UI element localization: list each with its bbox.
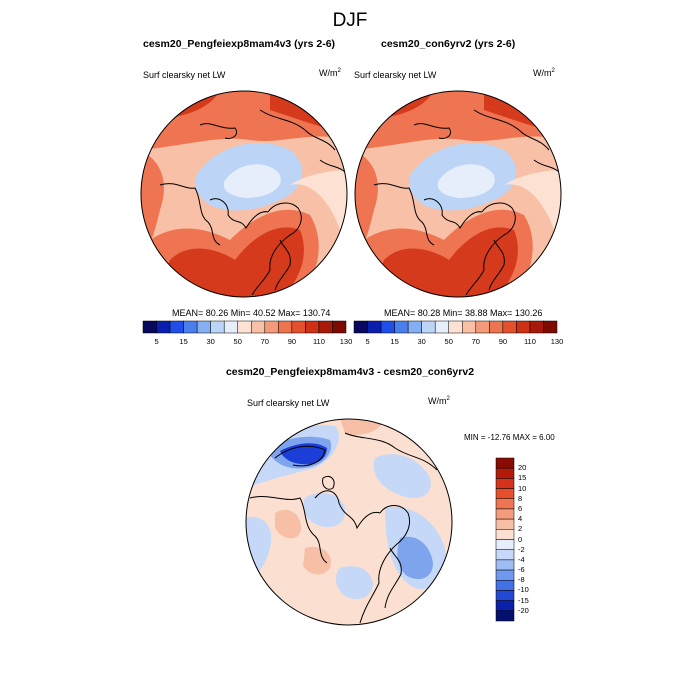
diff-colorbar-tick-label: 15	[518, 473, 527, 483]
diff-colorbar-box	[495, 569, 515, 581]
panel1-colorbar-box	[169, 320, 184, 334]
diff-colorbar-box	[495, 478, 515, 489]
diff-colorbar-box	[495, 610, 515, 622]
diff-colorbar-box	[495, 457, 515, 469]
figure-title: DJF	[332, 10, 368, 31]
panel2-colorbar-box	[475, 320, 490, 334]
panel1-colorbar-tick-label: 90	[287, 337, 297, 346]
diff-colorbar-tick-label: 2	[518, 524, 523, 534]
diff-colorbar-tick-label: -15	[518, 595, 529, 605]
diff-colorbar-box	[495, 467, 515, 479]
panel2-colorbar-box	[367, 320, 382, 334]
panel1-colorbar-tick-label: 130	[339, 337, 353, 346]
panel2-colorbar-box	[394, 320, 409, 334]
panel1-colorbar-box	[291, 320, 306, 334]
panel2-colorbar	[353, 320, 558, 334]
panel1-polar-map	[140, 90, 348, 298]
panel2-colorbar-box	[353, 320, 368, 334]
panel2-colorbar-box	[380, 320, 395, 334]
panel1-colorbar-box	[196, 320, 211, 334]
diff-colorbar-box	[495, 518, 515, 530]
panel1-colorbar-ticks: 5 15 30 50 70 90 110 130	[143, 337, 352, 349]
panel2-colorbar-box	[516, 320, 531, 334]
panel1-colorbar-box	[264, 320, 279, 334]
panel1-colorbar-tick-label: 50	[233, 337, 242, 346]
diff-stats: MIN = -12.76 MAX = 6.00	[464, 433, 555, 442]
diff-colorbar-box	[495, 498, 515, 510]
diff-colorbar-tick-label: 20	[518, 463, 527, 473]
diff-colorbar-box	[495, 590, 515, 601]
diff-colorbar-tick-label: 6	[518, 503, 523, 513]
panel1-colorbar-tick-label: 110	[312, 337, 325, 346]
panel2-colorbar-tick-label: 15	[390, 337, 399, 346]
diff-colorbar-box	[495, 539, 515, 550]
panel1-colorbar-box	[156, 320, 171, 334]
panel2-colorbar-ticks: 5 15 30 50 70 90 110 130	[354, 337, 563, 349]
panel1-colorbar-tick-label: 5	[154, 337, 159, 346]
diff-colorbar-tick-label: 10	[518, 483, 527, 493]
panel2-colorbar-box	[529, 320, 544, 334]
diff-colorbar-box	[495, 549, 515, 561]
diff-variable: Surf clearsky net LW	[247, 398, 330, 408]
diff-colorbar-tick-label: -6	[518, 565, 525, 575]
panel2-colorbar-tick-label: 50	[444, 337, 453, 346]
panel2-colorbar-box	[448, 320, 463, 334]
panel2-variable: Surf clearsky net LW	[354, 70, 437, 80]
panel2-units: W/m2	[533, 68, 555, 78]
panel1-colorbar-box	[318, 320, 333, 334]
diff-colorbar-box	[495, 508, 515, 520]
panel1-colorbar-box	[251, 320, 266, 334]
panel1-colorbar-box	[278, 320, 293, 334]
panel1-colorbar-box	[332, 320, 347, 334]
panel2-colorbar-tick-label: 70	[471, 337, 480, 346]
diff-colorbar-box	[495, 488, 515, 499]
panel2-colorbar-box	[462, 320, 477, 334]
diff-title: cesm20_Pengfeiexp8mam4v3 - cesm20_con6yr…	[225, 366, 475, 378]
panel1-colorbar-box	[183, 320, 198, 334]
panel1-colorbar-box	[210, 320, 225, 334]
panel1-variable: Surf clearsky net LW	[143, 70, 226, 80]
panel1-title: cesm20_Pengfeiexp8mam4v3 (yrs 2-6)	[143, 38, 336, 50]
diff-colorbar-tick-label: -4	[518, 554, 525, 564]
diff-colorbar-tick-label: 0	[518, 534, 523, 544]
panel2-colorbar-box	[407, 320, 422, 334]
panel1-colorbar-tick-label: 30	[206, 337, 215, 346]
diff-colorbar-tick-label: 8	[518, 493, 523, 503]
diff-colorbar-box	[495, 529, 515, 540]
panel1-colorbar-tick-label: 15	[179, 337, 188, 346]
panel2-colorbar-box	[543, 320, 558, 334]
diff-colorbar-box	[495, 600, 515, 612]
panel2-stats: MEAN= 80.28 Min= 38.88 Max= 130.26	[384, 308, 543, 318]
diff-colorbar-tick-label: 4	[518, 514, 523, 524]
panel2-polar-map	[354, 90, 562, 298]
diff-polar-map	[245, 418, 453, 626]
panel1-colorbar-tick-label: 70	[260, 337, 269, 346]
panel2-colorbar-box	[502, 320, 517, 334]
panel2-colorbar-tick-label: 110	[523, 337, 536, 346]
panel2-colorbar-tick-label: 90	[498, 337, 508, 346]
panel2-colorbar-tick-label: 130	[550, 337, 564, 346]
diff-colorbar-tick-label: -8	[518, 575, 525, 585]
panel2-colorbar-tick-label: 5	[365, 337, 370, 346]
panel2-title: cesm20_con6yrv2 (yrs 2-6)	[381, 38, 516, 50]
panel2-colorbar-tick-label: 30	[417, 337, 426, 346]
panel2-colorbar-box	[434, 320, 449, 334]
diff-colorbar-tick-label: -10	[518, 585, 529, 595]
diff-colorbar-tick-label: -20	[518, 605, 529, 615]
panel1-colorbar-box	[223, 320, 238, 334]
diff-colorbar	[495, 457, 515, 622]
panel1-stats: MEAN= 80.26 Min= 40.52 Max= 130.74	[172, 308, 331, 318]
panel1-colorbar	[142, 320, 347, 334]
diff-colorbar-box	[495, 580, 515, 591]
panel1-units: W/m2	[319, 68, 341, 78]
diff-colorbar-box	[495, 559, 515, 571]
diff-units: W/m2	[428, 396, 450, 406]
diff-colorbar-ticks: 20 15 10 8 6 4 2 0 -2 -4 -6 -8 -10 -15 -20	[518, 458, 548, 621]
panel2-colorbar-box	[421, 320, 436, 334]
panel1-colorbar-box	[142, 320, 157, 334]
panel2-colorbar-box	[489, 320, 504, 334]
panel1-colorbar-box	[237, 320, 252, 334]
panel1-colorbar-box	[305, 320, 320, 334]
diff-colorbar-tick-label: -2	[518, 544, 525, 554]
